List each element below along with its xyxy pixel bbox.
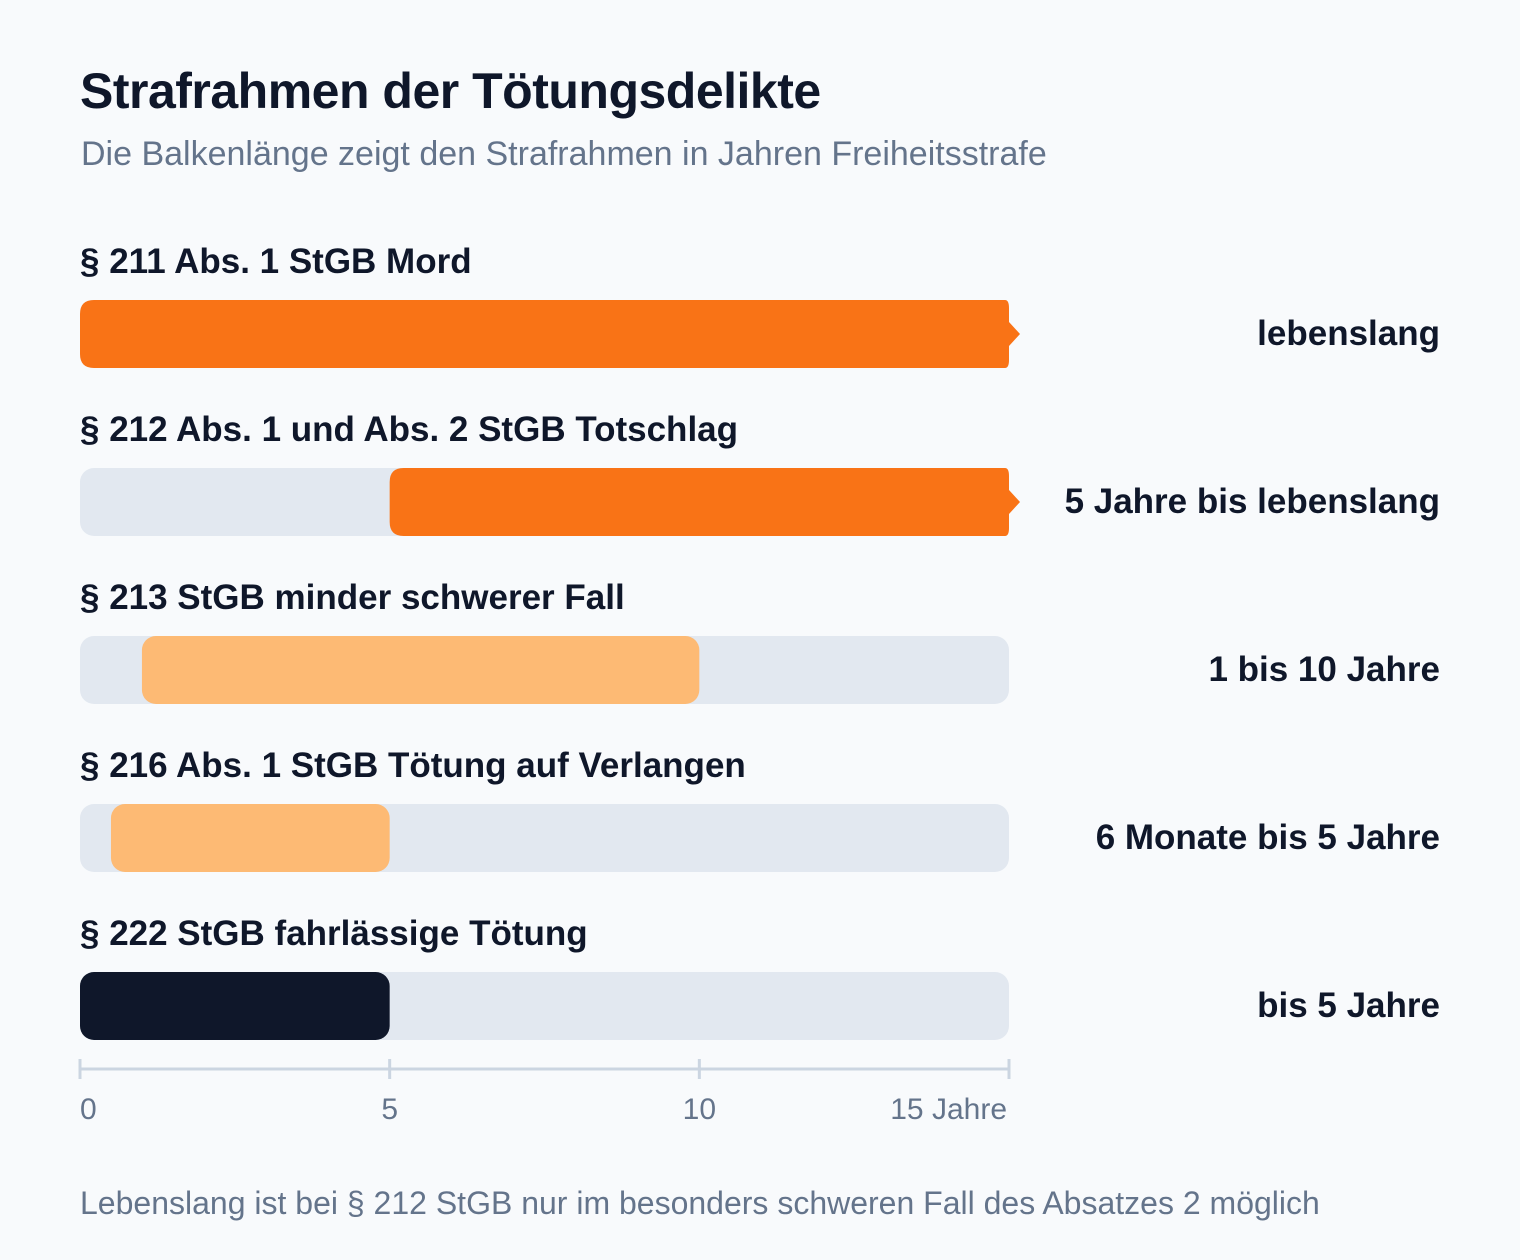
x-tick-label: 0 — [80, 1093, 97, 1126]
footnote: Lebenslang ist bei § 212 StGB nur im bes… — [80, 1185, 1320, 1221]
x-tick-label: 15 Jahre — [890, 1093, 1007, 1126]
bar-range — [80, 972, 390, 1040]
value-label-fahrlaessige-toetung: bis 5 Jahre — [1257, 986, 1440, 1025]
row-label-fahrlaessige-toetung: § 222 StGB fahrlässige Tötung — [80, 914, 588, 953]
value-label-minder-schwerer-fall: 1 bis 10 Jahre — [1208, 650, 1440, 689]
row-label-mord: § 211 Abs. 1 StGB Mord — [80, 242, 472, 281]
chart-subtitle: Die Balkenlänge zeigt den Strafrahmen in… — [81, 135, 1047, 173]
value-label-toetung-auf-verlangen: 6 Monate bis 5 Jahre — [1095, 818, 1440, 857]
row-label-toetung-auf-verlangen: § 216 Abs. 1 StGB Tötung auf Verlangen — [80, 746, 746, 785]
bar-range — [110, 804, 390, 872]
bar-range — [141, 636, 700, 704]
x-tick-label: 5 — [381, 1093, 398, 1126]
row-label-minder-schwerer-fall: § 213 StGB minder schwerer Fall — [80, 578, 625, 617]
bar-range-open-ended — [80, 300, 1020, 368]
x-tick-label: 10 — [683, 1093, 716, 1126]
value-label-totschlag: 5 Jahre bis lebenslang — [1064, 482, 1440, 521]
chart-title: Strafrahmen der Tötungsdelikte — [80, 63, 821, 119]
row-label-totschlag: § 212 Abs. 1 und Abs. 2 StGB Totschlag — [80, 410, 739, 449]
value-label-mord: lebenslang — [1257, 314, 1440, 353]
bar-range-open-ended — [389, 468, 1021, 536]
